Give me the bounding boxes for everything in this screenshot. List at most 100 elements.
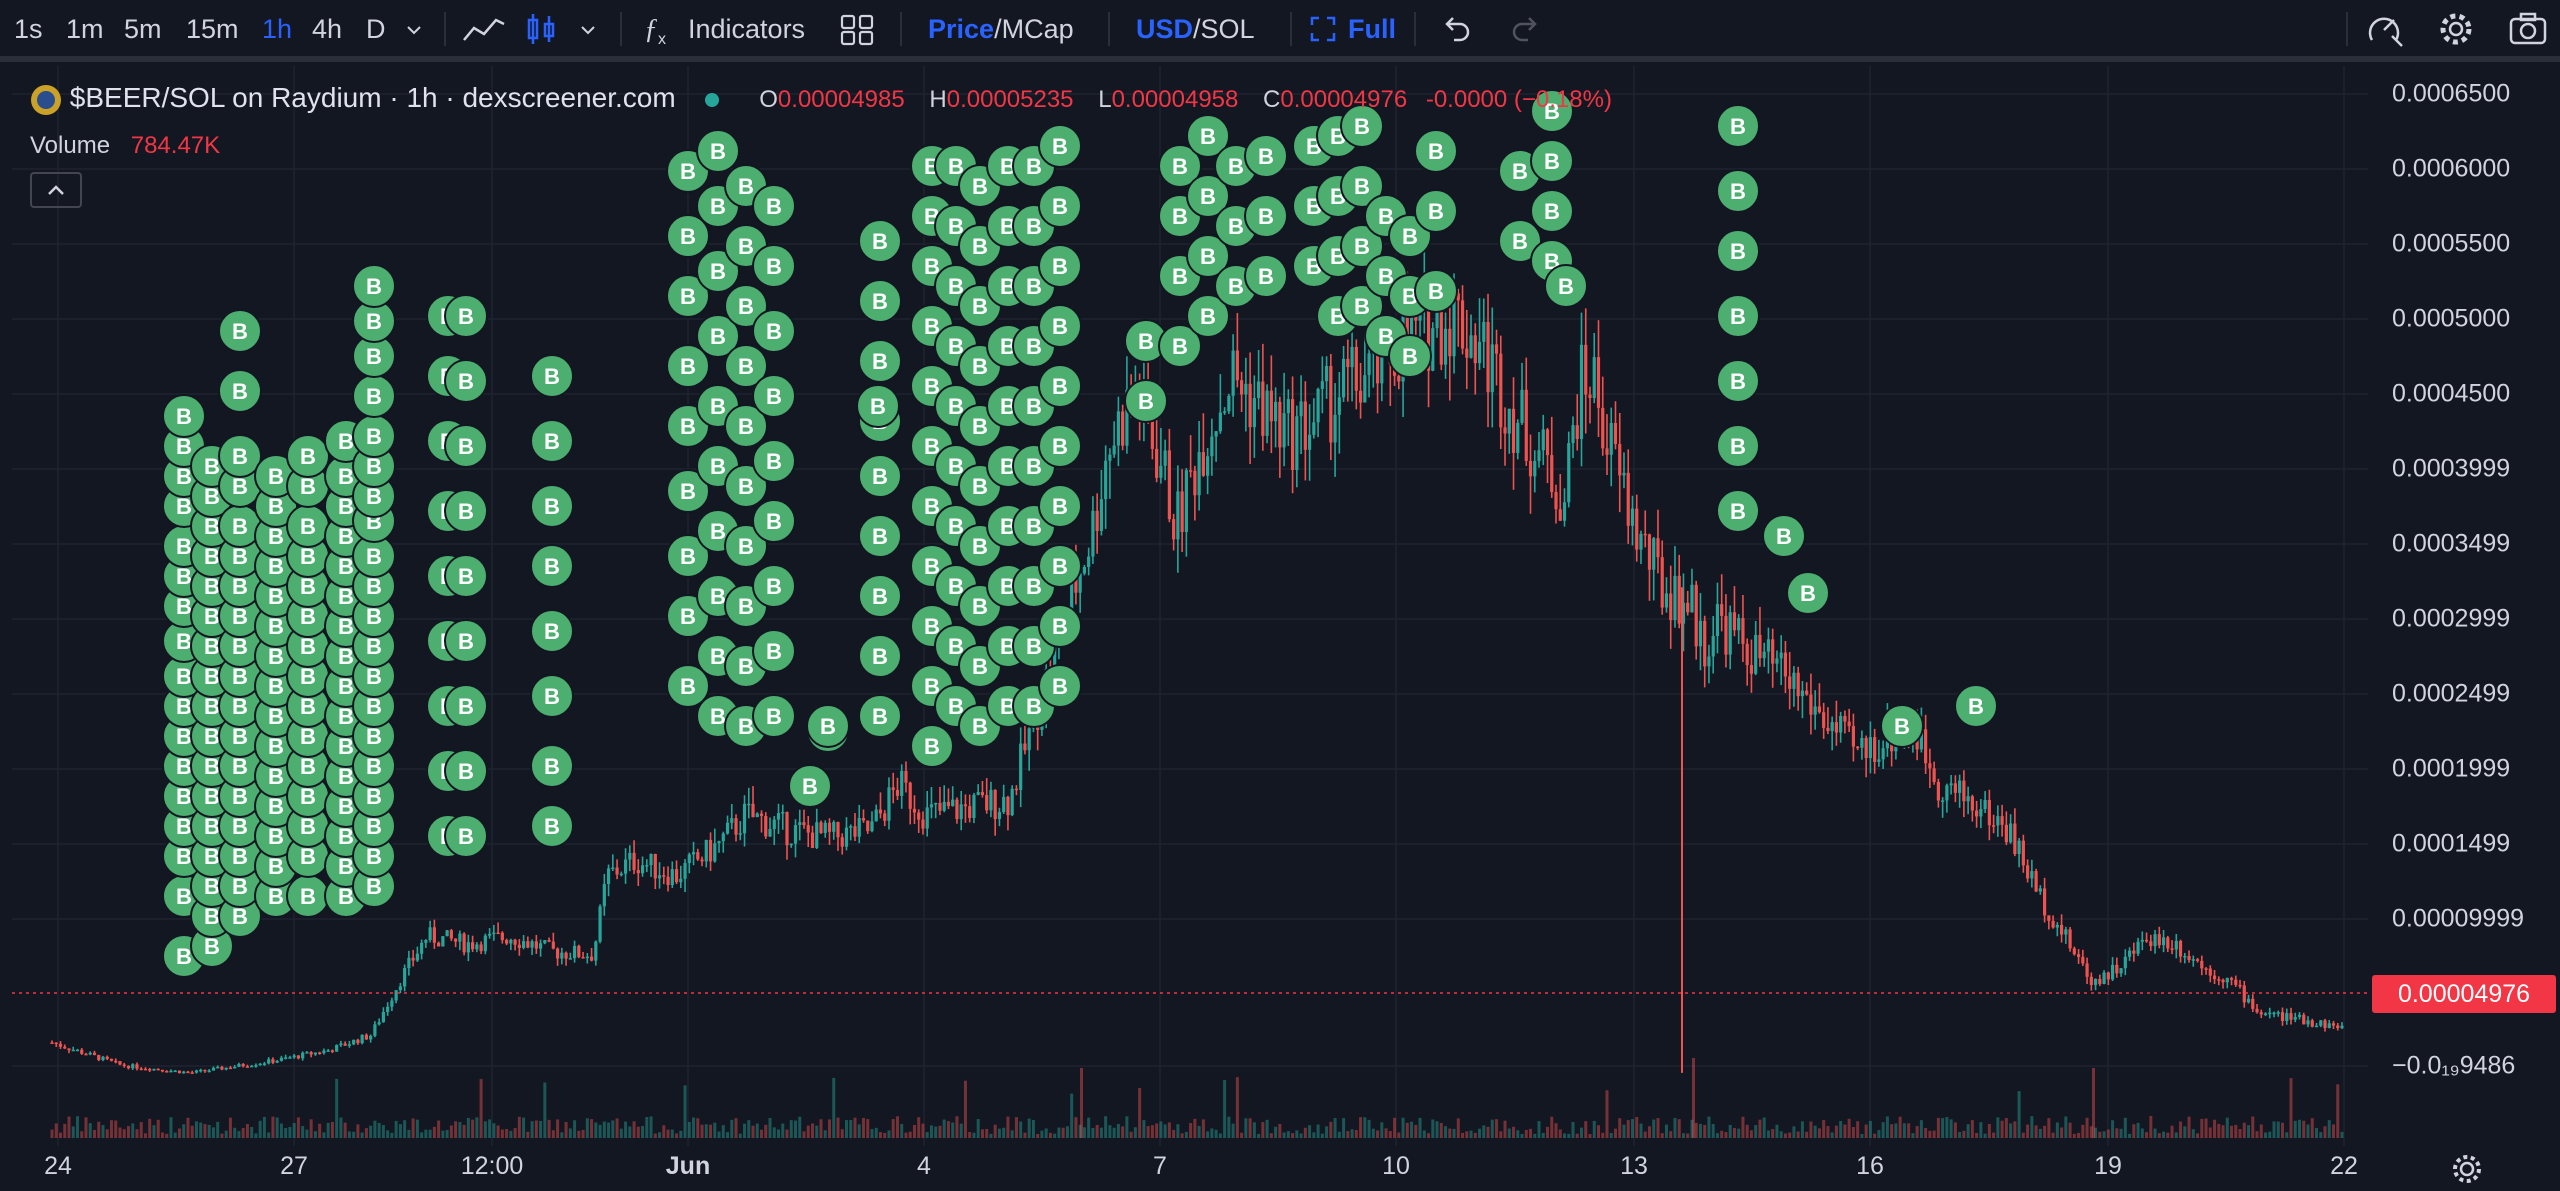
volume-bar xyxy=(1095,1124,1099,1138)
indicators-button[interactable]: Indicators xyxy=(688,14,806,44)
volume-bar xyxy=(373,1120,377,1138)
volume-bar xyxy=(2238,1129,2242,1138)
sol-option[interactable]: SOL xyxy=(1200,14,1255,44)
interval-1m[interactable]: 1m xyxy=(66,14,104,44)
candle-body xyxy=(88,1052,92,1055)
token-logo-icon xyxy=(31,84,61,115)
full-button[interactable]: Full xyxy=(1348,14,1396,44)
candle-body xyxy=(2026,865,2030,879)
chevron-down-icon[interactable] xyxy=(578,22,598,38)
interval-15m[interactable]: 15m xyxy=(186,14,239,44)
chevron-down-icon[interactable] xyxy=(404,22,424,38)
interval-5m[interactable]: 5m xyxy=(124,14,162,44)
volume-bar xyxy=(2268,1131,2272,1138)
axis-settings-gear-icon[interactable] xyxy=(2450,1152,2484,1186)
candle-body xyxy=(1758,634,1762,659)
collapse-legend-button[interactable] xyxy=(30,172,82,208)
candle-body xyxy=(1341,358,1346,398)
candle-body xyxy=(781,812,785,814)
candle-body xyxy=(657,875,662,879)
candle-body xyxy=(356,1039,360,1044)
candle-body xyxy=(555,948,560,959)
svg-text:B: B xyxy=(204,514,220,539)
candle-body xyxy=(691,852,696,855)
undo-icon[interactable] xyxy=(1440,14,1472,44)
candle-body xyxy=(951,799,955,807)
svg-text:B: B xyxy=(232,544,248,569)
volume-bar xyxy=(827,1119,831,1138)
buy-marker: B xyxy=(806,704,850,748)
svg-text:B: B xyxy=(1026,574,1042,599)
volume-bar xyxy=(1507,1128,1511,1138)
volume-bar xyxy=(2251,1116,2255,1138)
svg-text:B: B xyxy=(458,499,474,524)
price-option[interactable]: Price xyxy=(928,14,995,44)
currency-toggle[interactable]: USD/SOL xyxy=(1136,0,1255,58)
volume-bar xyxy=(861,1117,865,1138)
symbol-title: $BEER/SOL on Raydium · 1h · dexscreener.… xyxy=(69,82,676,113)
svg-text:B: B xyxy=(268,464,284,489)
buy-marker: B xyxy=(752,374,796,418)
candle-body xyxy=(615,867,619,875)
redo-icon[interactable] xyxy=(1510,14,1542,44)
candle-body xyxy=(2102,972,2106,985)
svg-text:B: B xyxy=(268,494,284,519)
candle-body xyxy=(1409,313,1414,344)
volume-bar xyxy=(738,1133,742,1138)
volume-bar xyxy=(1864,1124,1868,1138)
candle-body xyxy=(878,809,883,814)
interval-d[interactable]: D xyxy=(366,14,386,44)
line-chart-icon[interactable] xyxy=(462,14,506,46)
volume-bar xyxy=(2140,1128,2144,1138)
buy-marker: B xyxy=(218,534,262,578)
volume-bar xyxy=(883,1132,887,1138)
interval-1h[interactable]: 1h xyxy=(262,14,293,44)
quick-search-icon[interactable] xyxy=(2366,10,2406,48)
volume-bar xyxy=(233,1127,237,1138)
candle-body xyxy=(696,852,700,860)
volume-bar xyxy=(972,1132,976,1138)
volume-bar xyxy=(2340,1131,2344,1138)
svg-text:B: B xyxy=(1138,389,1154,414)
volume-bar xyxy=(194,1121,198,1138)
fullscreen-icon[interactable] xyxy=(1310,16,1336,42)
candle-body xyxy=(1329,365,1333,443)
svg-text:B: B xyxy=(738,234,754,259)
candle-body xyxy=(649,853,653,866)
candle-body xyxy=(1987,799,1991,826)
usd-option[interactable]: USD xyxy=(1136,14,1194,44)
price-chart[interactable]: BBBBBBBBBBBBBBBBBBBBBBBBBBBBBBBBBBBBBBBB… xyxy=(12,66,2368,1146)
volume-bar xyxy=(1715,1133,1719,1138)
volume-bar xyxy=(496,1125,500,1138)
volume-bar xyxy=(968,1132,972,1138)
volume-bar xyxy=(309,1119,313,1138)
candle-body xyxy=(1681,602,1686,624)
svg-text:B: B xyxy=(232,694,248,719)
layout-grid-icon[interactable] xyxy=(840,14,874,46)
volume-bar xyxy=(836,1117,840,1138)
time-axis[interactable]: 24 27 12:00 Jun 4 7 10 13 16 19 22 xyxy=(0,1146,2368,1191)
price-axis[interactable]: 0.0006500 0.0006000 0.0005500 0.0005000 0.00… xyxy=(2368,66,2560,1146)
mcap-option[interactable]: MCap xyxy=(1001,14,1074,44)
camera-icon[interactable] xyxy=(2508,10,2548,48)
volume-bar xyxy=(2255,1131,2259,1138)
volume-bar xyxy=(2026,1124,2030,1138)
candle-body xyxy=(80,1049,84,1054)
volume-bar xyxy=(80,1131,84,1138)
svg-text:B: B xyxy=(232,574,248,599)
interval-1s[interactable]: 1s xyxy=(14,14,43,44)
volume-bar xyxy=(1732,1128,1736,1138)
volume-bar xyxy=(369,1125,373,1138)
svg-text:B: B xyxy=(924,554,940,579)
interval-4h[interactable]: 4h xyxy=(312,14,343,44)
price-mcap-toggle[interactable]: Price/MCap xyxy=(928,0,1074,58)
volume-bar xyxy=(2281,1122,2285,1138)
svg-text:B: B xyxy=(972,414,988,439)
volume-bar xyxy=(1176,1124,1180,1138)
candle-body xyxy=(1282,413,1286,448)
candle-body xyxy=(2327,1023,2331,1028)
volume-bar xyxy=(781,1123,785,1138)
candles-icon[interactable] xyxy=(526,12,556,46)
gear-icon[interactable] xyxy=(2436,10,2476,48)
